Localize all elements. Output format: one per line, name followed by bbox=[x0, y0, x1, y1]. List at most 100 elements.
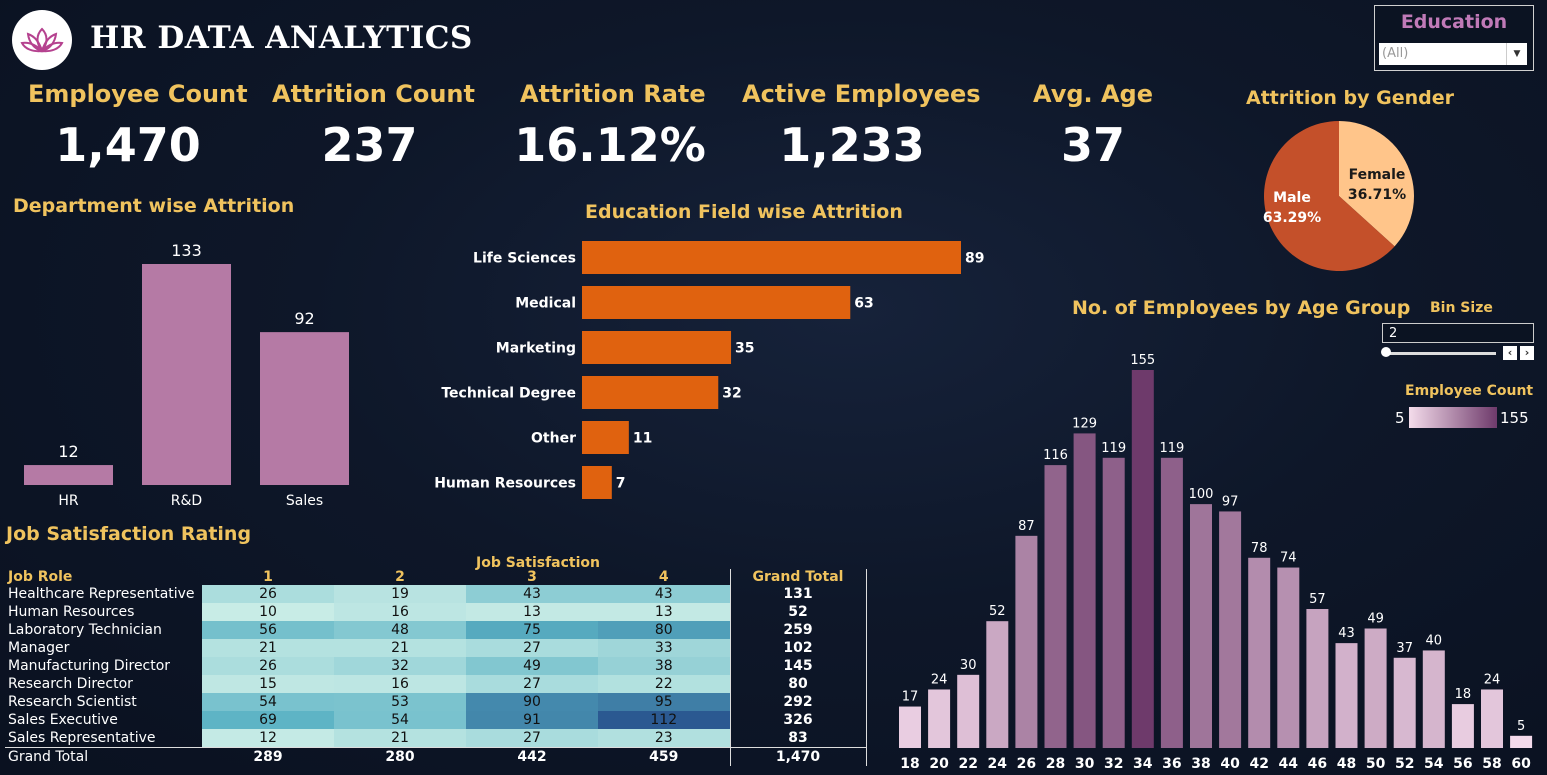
age-group-bar-value: 40 bbox=[1426, 633, 1443, 648]
education-field-label: Other bbox=[531, 431, 576, 447]
age-group-bar bbox=[928, 689, 951, 748]
age-group-bar bbox=[1451, 704, 1474, 748]
age-group-bar bbox=[1335, 643, 1358, 748]
satisfaction-cell: 10 bbox=[202, 603, 334, 621]
pie-label-male: Male bbox=[1273, 190, 1311, 206]
age-group-bar-value: 74 bbox=[1280, 551, 1297, 566]
department-bar-value: 92 bbox=[294, 309, 314, 328]
education-filter-select[interactable]: (All) ▼ bbox=[1379, 43, 1527, 65]
education-field-bar bbox=[582, 376, 719, 409]
age-group-bar-value: 17 bbox=[902, 690, 919, 705]
page-title: HR DATA ANALYTICS bbox=[90, 20, 473, 56]
age-group-axis-label: 44 bbox=[1279, 756, 1299, 772]
kpi-attrition-rate-label: Attrition Rate bbox=[520, 80, 706, 108]
bin-size-input[interactable]: 2 bbox=[1382, 323, 1534, 343]
bin-size-slider[interactable] bbox=[1384, 352, 1496, 355]
age-group-axis-label: 38 bbox=[1191, 756, 1210, 772]
age-group-bar-value: 24 bbox=[1484, 672, 1501, 687]
department-axis-label: HR bbox=[58, 493, 79, 509]
age-group-axis-label: 30 bbox=[1075, 756, 1095, 772]
education-field-bar bbox=[582, 466, 612, 499]
grand-total-header: Grand Total bbox=[729, 569, 867, 585]
satisfaction-cell: 91 bbox=[466, 711, 598, 729]
age-group-axis-label: 34 bbox=[1133, 756, 1153, 772]
row-total-cell: 80 bbox=[729, 675, 867, 693]
kpi-active-employees-value: 1,233 bbox=[779, 118, 925, 172]
age-group-bar bbox=[1190, 504, 1212, 748]
lotus-logo-icon bbox=[12, 10, 72, 70]
kpi-avg-age-value: 37 bbox=[1060, 118, 1125, 172]
department-chart-title: Department wise Attrition bbox=[13, 195, 295, 217]
age-group-bar bbox=[1277, 567, 1300, 748]
education-field-label: Human Resources bbox=[434, 476, 576, 492]
row-total-cell: 326 bbox=[729, 711, 867, 729]
education-field-bar-value: 89 bbox=[965, 251, 984, 267]
pie-slice-female bbox=[1339, 121, 1414, 247]
satisfaction-cell: 21 bbox=[202, 639, 334, 657]
age-group-bar-value: 97 bbox=[1222, 494, 1239, 509]
table-row: Healthcare Representative 26 19 43 43 131 bbox=[5, 585, 867, 603]
age-group-axis-label: 28 bbox=[1046, 756, 1065, 772]
satisfaction-cell: 43 bbox=[466, 585, 598, 603]
education-filter: Education (All) ▼ bbox=[1374, 5, 1534, 71]
satisfaction-cell: 90 bbox=[466, 693, 598, 711]
chevron-right-icon[interactable]: › bbox=[1520, 346, 1534, 360]
education-field-bar-value: 35 bbox=[735, 341, 754, 357]
row-total-cell: 83 bbox=[729, 729, 867, 748]
grand-total-cell: 1,470 bbox=[729, 747, 867, 766]
row-total-cell: 259 bbox=[729, 621, 867, 639]
satisfaction-cell: 27 bbox=[466, 639, 598, 657]
age-group-axis-label: 24 bbox=[988, 756, 1008, 772]
column-total-cell: 459 bbox=[598, 747, 730, 766]
chevron-left-icon[interactable]: ‹ bbox=[1503, 346, 1517, 360]
education-field-bar bbox=[582, 286, 851, 319]
education-field-label: Life Sciences bbox=[473, 251, 576, 267]
satisfaction-cell: 38 bbox=[598, 657, 730, 675]
age-group-bar-value: 100 bbox=[1189, 487, 1214, 502]
age-group-axis-label: 56 bbox=[1453, 756, 1472, 772]
row-total-cell: 102 bbox=[729, 639, 867, 657]
job-role-header: Job Role bbox=[8, 569, 73, 585]
education-field-bar bbox=[582, 421, 629, 454]
color-legend-gradient bbox=[1409, 407, 1497, 428]
age-group-bar bbox=[1102, 457, 1125, 748]
education-field-attrition-chart: 89 Life Sciences 63 Medical 35 Marketing 32 Tec… bbox=[434, 241, 984, 499]
age-group-bar bbox=[1481, 689, 1503, 748]
row-total-cell: 131 bbox=[729, 585, 867, 603]
satisfaction-cell: 33 bbox=[598, 639, 730, 657]
satisfaction-cell: 12 bbox=[202, 729, 334, 748]
satisfaction-cell: 21 bbox=[334, 639, 466, 657]
satisfaction-cell: 32 bbox=[334, 657, 466, 675]
department-bar bbox=[24, 465, 113, 485]
pie-value-male: 63.29% bbox=[1263, 210, 1321, 226]
satisfaction-cell: 23 bbox=[598, 729, 730, 748]
column-total-cell: 289 bbox=[202, 747, 334, 766]
satisfaction-cell: 112 bbox=[598, 711, 730, 729]
age-group-chart: 17 18 24 20 30 22 52 24 87 26 116 28 129 30 119 32 155 34… bbox=[899, 353, 1533, 772]
age-group-bar bbox=[1248, 557, 1271, 748]
job-satisfaction-table: Job Role 1 2 3 4 Grand Total Healthcare … bbox=[5, 569, 867, 766]
satisfaction-cell: 13 bbox=[598, 603, 730, 621]
education-field-bar-value: 32 bbox=[722, 386, 741, 402]
age-group-bar-value: 24 bbox=[931, 672, 948, 687]
age-group-axis-label: 60 bbox=[1511, 756, 1531, 772]
table-row: Laboratory Technician 56 48 75 80 259 bbox=[5, 621, 867, 639]
satisfaction-cell: 69 bbox=[202, 711, 334, 729]
job-role-cell: Healthcare Representative bbox=[8, 586, 195, 602]
age-group-axis-label: 50 bbox=[1366, 756, 1386, 772]
kpi-avg-age-label: Avg. Age bbox=[1032, 80, 1154, 108]
age-group-bar bbox=[1422, 650, 1445, 748]
satisfaction-cell: 43 bbox=[598, 585, 730, 603]
bin-size-slider-handle[interactable] bbox=[1381, 347, 1391, 357]
job-role-cell: Manager bbox=[8, 640, 70, 656]
color-legend-min: 5 bbox=[1395, 409, 1405, 427]
age-group-axis-label: 36 bbox=[1162, 756, 1181, 772]
column-header: 3 bbox=[527, 569, 537, 585]
department-bar bbox=[142, 264, 231, 485]
satisfaction-cell: 75 bbox=[466, 621, 598, 639]
department-bar bbox=[260, 332, 349, 485]
satisfaction-cell: 26 bbox=[202, 585, 334, 603]
education-filter-title: Education bbox=[1400, 11, 1508, 33]
chevron-down-icon[interactable]: ▼ bbox=[1506, 43, 1527, 65]
age-group-bar-value: 87 bbox=[1018, 519, 1035, 534]
